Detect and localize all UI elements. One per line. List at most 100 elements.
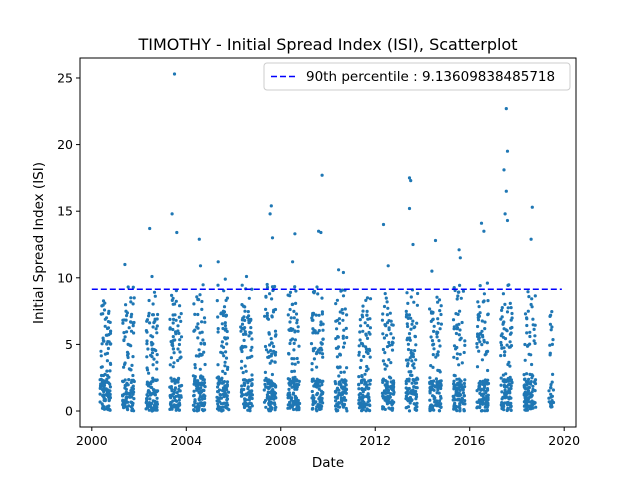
data-point (429, 364, 433, 368)
data-point (452, 385, 456, 389)
data-point (534, 405, 538, 409)
data-point (475, 365, 480, 369)
x-tick-label: 2020 (548, 433, 580, 448)
data-point (177, 331, 181, 335)
data-point (523, 358, 527, 362)
data-point (270, 359, 274, 363)
data-point (382, 336, 386, 340)
data-point (482, 229, 486, 233)
data-point (196, 336, 200, 340)
data-point (311, 347, 315, 351)
data-point (291, 260, 295, 264)
data-point (506, 283, 510, 287)
data-point (528, 372, 532, 376)
data-point (295, 400, 299, 404)
data-point (385, 364, 389, 368)
data-point (153, 317, 157, 321)
data-point (227, 408, 231, 412)
data-point (549, 405, 553, 409)
data-point (219, 350, 223, 354)
data-point (195, 406, 199, 410)
data-point (502, 353, 507, 357)
data-point (365, 407, 369, 411)
data-point (247, 296, 251, 300)
data-point (294, 301, 298, 305)
data-point (368, 403, 372, 408)
data-point (270, 352, 274, 356)
data-point (506, 403, 510, 407)
legend-label: 90th percentile : 9.13609838485718 (306, 69, 555, 85)
data-point (485, 341, 489, 345)
data-point (361, 304, 365, 308)
data-point (99, 382, 103, 386)
data-point (215, 399, 219, 403)
data-point (290, 337, 295, 341)
data-point (123, 335, 127, 339)
data-point (486, 313, 490, 317)
data-point (129, 344, 133, 348)
data-point (383, 362, 387, 366)
data-point (486, 393, 490, 397)
data-point (310, 407, 314, 411)
data-point (172, 396, 176, 400)
data-point (408, 395, 412, 400)
data-point (124, 398, 128, 402)
data-point (482, 299, 486, 303)
data-point (106, 340, 110, 344)
data-point (155, 405, 159, 409)
data-point (480, 409, 484, 413)
data-point (334, 319, 338, 323)
data-point (171, 317, 176, 321)
data-point (432, 324, 436, 328)
data-point (127, 326, 131, 330)
data-point (168, 317, 172, 321)
data-point (340, 288, 344, 292)
data-point (363, 372, 367, 376)
data-point (339, 370, 343, 374)
data-point (145, 382, 149, 386)
data-point (147, 389, 151, 393)
data-point (406, 358, 410, 362)
legend: 90th percentile : 9.13609838485718 (263, 62, 571, 91)
data-point (509, 318, 513, 322)
data-point (225, 398, 229, 402)
data-point (122, 318, 126, 322)
data-point (415, 381, 419, 385)
data-point (357, 393, 361, 397)
data-point (500, 390, 504, 394)
data-point (288, 400, 292, 404)
data-point (243, 309, 247, 313)
data-point (266, 350, 270, 354)
data-point (310, 368, 314, 372)
data-point (479, 221, 484, 225)
data-point (177, 342, 181, 347)
data-point (458, 380, 462, 384)
data-point (131, 401, 135, 405)
data-point (503, 302, 507, 306)
data-point (366, 351, 370, 356)
data-point (297, 406, 301, 410)
data-point (502, 395, 506, 399)
data-point (344, 326, 348, 330)
data-point (98, 400, 102, 404)
data-point (152, 290, 157, 294)
data-point (345, 313, 349, 317)
data-point (438, 399, 442, 403)
data-point (176, 329, 180, 333)
data-point (172, 377, 176, 381)
data-point (291, 401, 295, 405)
y-tick-label: 25 (57, 70, 73, 85)
data-point (358, 366, 362, 370)
data-point (344, 406, 348, 411)
data-point (413, 407, 417, 412)
data-point (217, 388, 222, 392)
data-point (550, 325, 554, 329)
data-point (368, 332, 372, 336)
data-point (147, 371, 151, 375)
data-point (219, 378, 223, 382)
data-point (524, 379, 528, 384)
data-point (106, 408, 110, 412)
data-point (365, 336, 370, 340)
data-point (431, 317, 435, 321)
data-point (123, 378, 127, 382)
